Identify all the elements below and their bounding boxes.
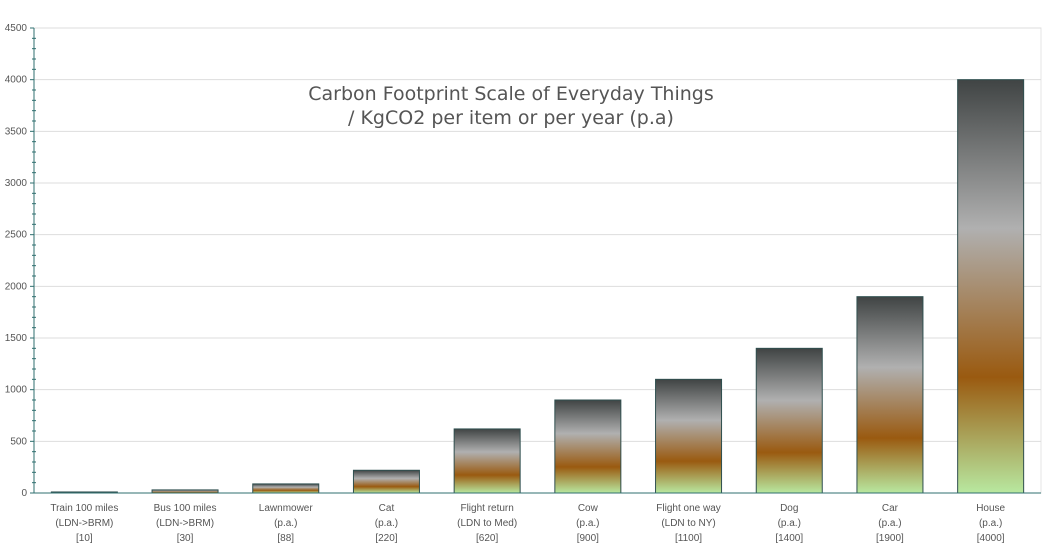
y-tick-label: 4000: [5, 75, 28, 86]
x-category-label: [30]: [177, 533, 194, 544]
y-tick-label: 3500: [5, 126, 28, 137]
x-category-label: Cow: [578, 503, 599, 514]
x-category-label: [4000]: [977, 533, 1005, 544]
x-category-label: (LDN to NY): [661, 518, 715, 529]
chart-title-line-1: Carbon Footprint Scale of Everyday Thing…: [308, 83, 714, 105]
x-category-label: [1400]: [775, 533, 803, 544]
bar: [957, 79, 1025, 494]
x-category-label: Bus 100 miles: [154, 503, 217, 514]
y-tick-label: 2000: [5, 281, 28, 292]
x-category-label: (p.a.): [979, 518, 1002, 529]
bars: [50, 79, 1025, 494]
x-category-label: Cat: [379, 503, 395, 514]
axes: [30, 27, 1041, 494]
y-tick-label: 1500: [5, 333, 28, 344]
x-category-label: House: [976, 503, 1005, 514]
x-category-label: [900]: [577, 533, 599, 544]
x-category-labels: Train 100 miles (LDN->BRM) [10] Bus 100 mil…: [50, 503, 1005, 544]
bar: [655, 378, 723, 494]
x-category-label: [620]: [476, 533, 498, 544]
x-category-label: Flight return: [460, 503, 513, 514]
x-category-label: [1100]: [675, 533, 702, 544]
y-tick-label: 3000: [5, 178, 28, 189]
x-category-label: [10]: [76, 533, 93, 544]
y-tick-label: 4500: [5, 23, 28, 34]
y-tick-label: 1000: [5, 385, 28, 396]
bar: [453, 428, 521, 494]
y-tick-labels: 0 500 1000 1500 2000 2500 3000 3500 4000 4500: [5, 23, 28, 499]
x-category-label: Car: [882, 503, 899, 514]
x-category-label: (p.a.): [274, 518, 297, 529]
x-category-label: (p.a.): [778, 518, 801, 529]
bar: [554, 399, 622, 494]
x-category-label: (LDN->BRM): [156, 518, 214, 529]
x-category-label: Train 100 miles: [50, 503, 118, 514]
x-category-label: (p.a.): [375, 518, 398, 529]
x-category-label: Flight one way: [656, 503, 720, 514]
x-category-label: [1900]: [876, 533, 904, 544]
y-tick-label: 500: [10, 436, 27, 447]
bar: [755, 347, 823, 494]
bar: [252, 483, 320, 494]
bar: [856, 296, 924, 494]
chart-title-line-2: / KgCO2 per item or per year (p.a): [348, 107, 674, 129]
y-tick-label: 2500: [5, 230, 28, 241]
x-category-label: (LDN to Med): [457, 518, 517, 529]
x-category-label: (p.a.): [878, 518, 901, 529]
bar: [352, 469, 420, 494]
x-category-label: Lawnmower: [259, 503, 314, 514]
x-category-label: (LDN->BRM): [55, 518, 113, 529]
x-category-label: (p.a.): [576, 518, 599, 529]
x-category-label: [88]: [277, 533, 294, 544]
y-tick-label: 0: [21, 488, 27, 499]
x-category-label: Dog: [780, 503, 798, 514]
x-category-label: [220]: [375, 533, 397, 544]
